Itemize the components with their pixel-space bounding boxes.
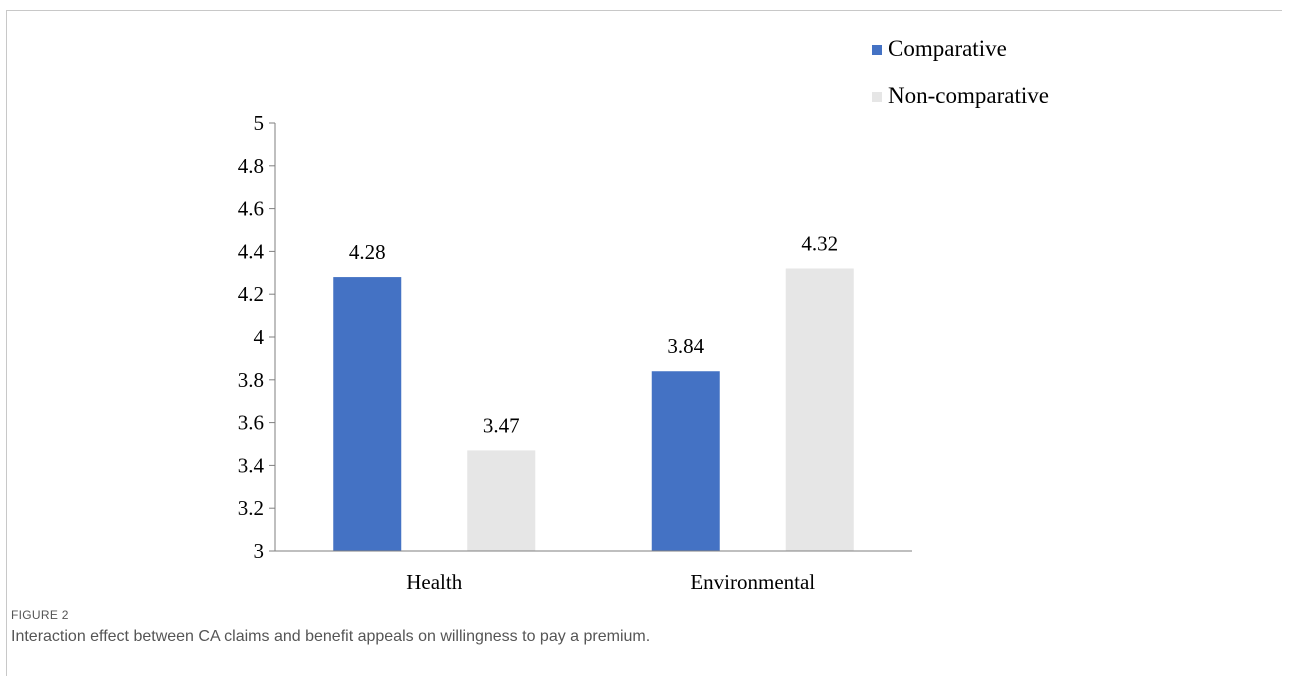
y-tick-label: 3 bbox=[254, 539, 265, 563]
bars: 4.28 3.47 3.84 4.32 bbox=[333, 232, 854, 551]
legend-swatch bbox=[872, 92, 882, 102]
y-tick-label: 5 bbox=[254, 111, 265, 135]
y-tick-label: 4 bbox=[254, 325, 265, 349]
bar-non-comparative-environmental bbox=[785, 268, 854, 551]
y-tick-label: 3.2 bbox=[238, 496, 264, 520]
figure-frame bbox=[6, 10, 1282, 676]
bar-comparative-health bbox=[333, 277, 402, 551]
y-tick-label: 4.2 bbox=[238, 282, 264, 306]
y-tick-label: 4.4 bbox=[238, 239, 265, 263]
legend-label: Comparative bbox=[888, 36, 1007, 61]
bar-non-comparative-health bbox=[467, 450, 536, 551]
data-label: 3.47 bbox=[483, 413, 520, 437]
data-label: 4.32 bbox=[801, 232, 838, 256]
bar-chart: 33.23.43.63.844.24.44.64.85 4.283.473.84… bbox=[238, 36, 1049, 594]
x-axis: Health Environmental bbox=[275, 550, 912, 594]
y-tick-label: 3.6 bbox=[238, 411, 264, 435]
y-tick-label: 4.6 bbox=[238, 197, 264, 221]
y-tick-label: 3.4 bbox=[238, 453, 265, 477]
y-tick-label: 3.8 bbox=[238, 368, 264, 392]
data-label: 3.84 bbox=[667, 334, 704, 358]
legend-swatch bbox=[872, 45, 882, 55]
figure-label: FIGURE 2 bbox=[11, 608, 69, 622]
legend-label: Non-comparative bbox=[888, 83, 1049, 108]
y-tick-label: 4.8 bbox=[238, 154, 264, 178]
bar-comparative-environmental bbox=[651, 371, 720, 551]
y-axis: 3 3.2 3.4 3.6 3.8 4 4.2 4.4 4.6 4.8 5 bbox=[238, 111, 276, 563]
x-category-label: Health bbox=[406, 570, 462, 594]
legend: Comparative Non-comparative bbox=[872, 36, 1049, 108]
data-label: 4.28 bbox=[349, 240, 386, 264]
figure-caption: Interaction effect between CA claims and… bbox=[11, 628, 651, 645]
x-category-label: Environmental bbox=[690, 570, 815, 594]
